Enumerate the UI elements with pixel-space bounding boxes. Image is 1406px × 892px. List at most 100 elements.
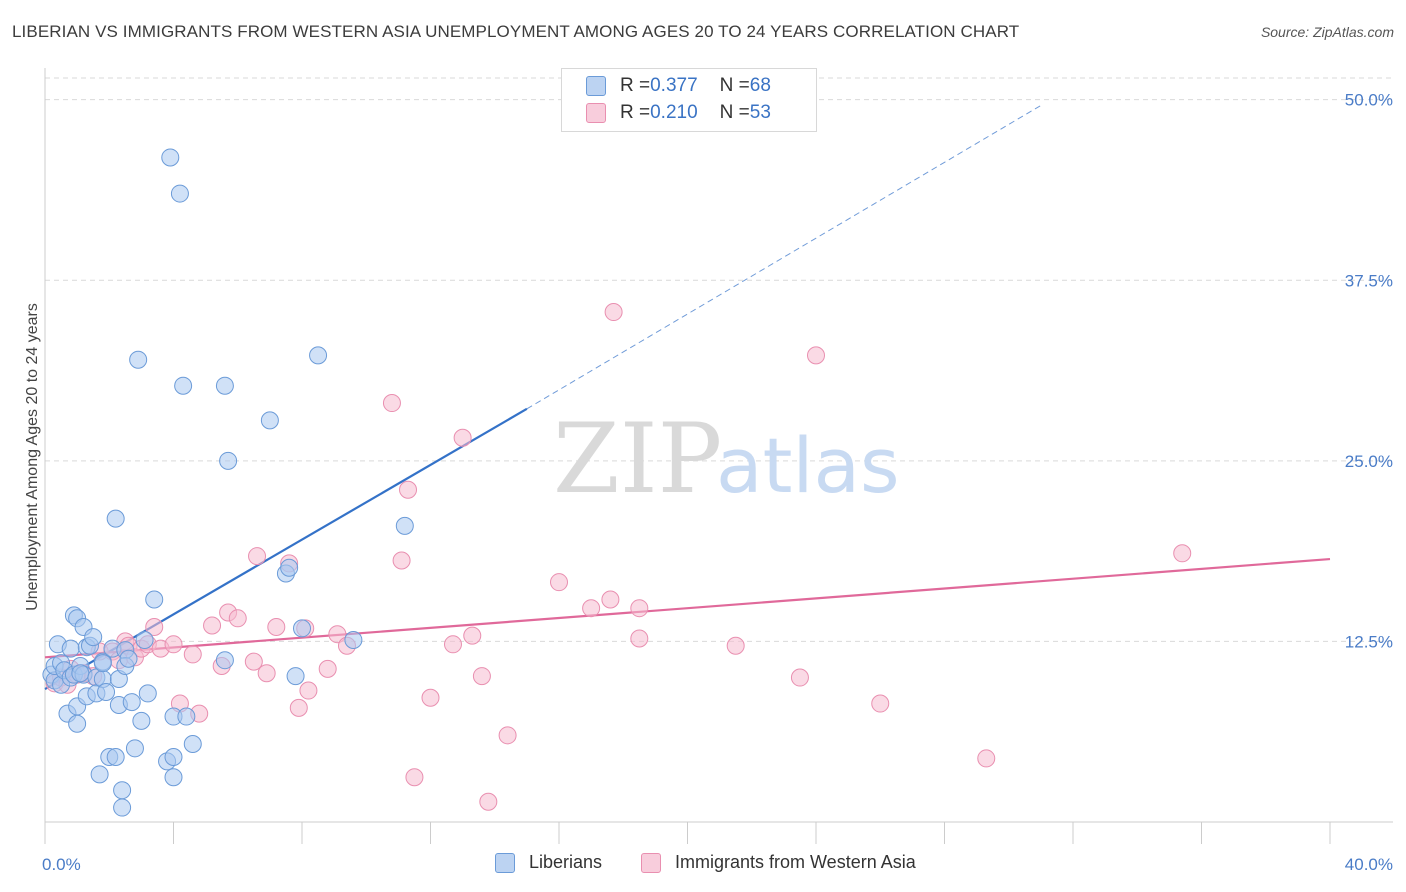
data-point-liberians [61, 639, 80, 658]
data-point-liberians [293, 619, 311, 638]
legend-r-label: R = [620, 102, 651, 123]
data-point-western-asia [443, 635, 462, 654]
trend-line-western-asia [44, 557, 1331, 659]
legend-n-value: 53 [749, 102, 771, 123]
data-point-western-asia [472, 667, 491, 686]
data-point-liberians [119, 649, 138, 668]
legend-r-value: 0.210 [650, 102, 698, 123]
y-tick-label: 50.0% [1345, 91, 1393, 110]
trend-lines [44, 105, 1331, 691]
legend-item-liberians: Liberians [495, 852, 602, 873]
legend-n-label: N = [719, 102, 750, 123]
data-point-western-asia [479, 792, 498, 811]
chart-source: Source: ZipAtlas.com [1260, 24, 1394, 40]
chart-title: LIBERIAN VS IMMIGRANTS FROM WESTERN ASIA… [12, 22, 1020, 41]
data-point-liberians [138, 684, 157, 703]
data-point-liberians [145, 590, 164, 609]
data-point-western-asia [550, 573, 568, 592]
legend-n-label: N = [719, 75, 750, 96]
data-point-liberians [125, 739, 144, 758]
legend-row-western-asia: R = 0.210 N = 53 [586, 101, 771, 125]
data-point-liberians [84, 628, 103, 647]
trend-line-liberians-extension [526, 105, 1042, 410]
data-point-liberians [170, 184, 189, 203]
data-point-liberians [164, 768, 183, 787]
data-point-western-asia [977, 749, 996, 768]
data-point-liberians [174, 376, 193, 395]
data-point-western-asia [392, 551, 411, 570]
points-western-asia [45, 303, 1192, 811]
data-point-western-asia [164, 635, 183, 654]
watermark-atlas: atlas [716, 421, 900, 510]
data-point-western-asia [601, 590, 620, 609]
data-point-western-asia [183, 645, 202, 664]
data-point-liberians [113, 798, 132, 817]
data-point-western-asia [463, 626, 482, 645]
y-tick-label: 25.0% [1345, 452, 1393, 471]
correlation-legend: R = 0.377 N = 68 R = 0.210 N = 53 [561, 68, 817, 132]
data-point-liberians [68, 714, 87, 733]
data-point-western-asia [382, 394, 401, 413]
data-point-western-asia [1173, 544, 1192, 563]
grid-lines [45, 77, 1393, 642]
legend-n-value: 68 [749, 75, 771, 96]
data-point-western-asia [871, 694, 890, 713]
data-point-western-asia [582, 599, 601, 618]
data-point-liberians [71, 664, 90, 683]
data-point-western-asia [299, 681, 318, 700]
data-point-western-asia [630, 629, 649, 648]
data-point-liberians [90, 765, 109, 784]
data-point-western-asia [203, 616, 222, 635]
data-point-liberians [344, 630, 363, 649]
legend-label-liberians: Liberians [529, 852, 603, 872]
legend-row-liberians: R = 0.377 N = 68 [586, 74, 771, 98]
data-point-western-asia [257, 664, 276, 683]
watermark-zip: ZIP [553, 403, 722, 515]
legend-swatch-blue [586, 76, 606, 96]
data-point-liberians [106, 509, 125, 528]
legend-swatch-pink [586, 103, 606, 123]
x-tick-label: 40.0% [1345, 855, 1393, 874]
legend-swatch-pink [641, 852, 661, 873]
data-point-western-asia [248, 547, 267, 566]
data-point-liberians [135, 630, 154, 649]
data-point-western-asia [726, 636, 745, 655]
legend-swatch-blue [495, 852, 515, 873]
data-point-liberians [219, 451, 238, 470]
data-point-western-asia [630, 599, 649, 618]
data-point-liberians [183, 734, 202, 753]
legend-label-western-asia: Immigrants from Western Asia [675, 852, 916, 872]
data-point-western-asia [289, 698, 308, 717]
x-tick-label: 0.0% [42, 855, 81, 874]
series-legend: Liberians Immigrants from Western Asia [0, 852, 1406, 878]
data-point-western-asia [790, 668, 809, 687]
data-point-liberians [113, 781, 132, 800]
data-point-liberians [215, 376, 234, 395]
data-point-liberians [97, 682, 116, 701]
y-axis-label: Unemployment Among Ages 20 to 24 years [24, 303, 41, 611]
data-point-liberians [93, 654, 112, 673]
data-point-liberians [164, 747, 183, 766]
data-point-liberians [132, 711, 151, 730]
data-point-liberians [309, 346, 328, 365]
data-point-liberians [286, 667, 305, 686]
data-point-liberians [395, 516, 414, 535]
data-point-western-asia [228, 609, 247, 628]
data-point-liberians [122, 693, 141, 712]
data-point-liberians [280, 558, 299, 577]
data-point-western-asia [807, 346, 825, 365]
data-point-liberians [260, 411, 279, 430]
data-point-western-asia [405, 768, 424, 787]
data-point-western-asia [267, 617, 286, 636]
data-point-liberians [129, 350, 148, 369]
points-liberians [42, 148, 414, 817]
y-tick-label: 37.5% [1345, 271, 1393, 290]
data-point-liberians [215, 651, 234, 670]
legend-r-label: R = [620, 75, 651, 96]
legend-r-value: 0.377 [650, 75, 698, 96]
data-point-western-asia [399, 480, 418, 499]
data-point-western-asia [498, 726, 517, 745]
data-point-liberians [177, 707, 196, 726]
y-tick-label: 12.5% [1345, 632, 1393, 651]
